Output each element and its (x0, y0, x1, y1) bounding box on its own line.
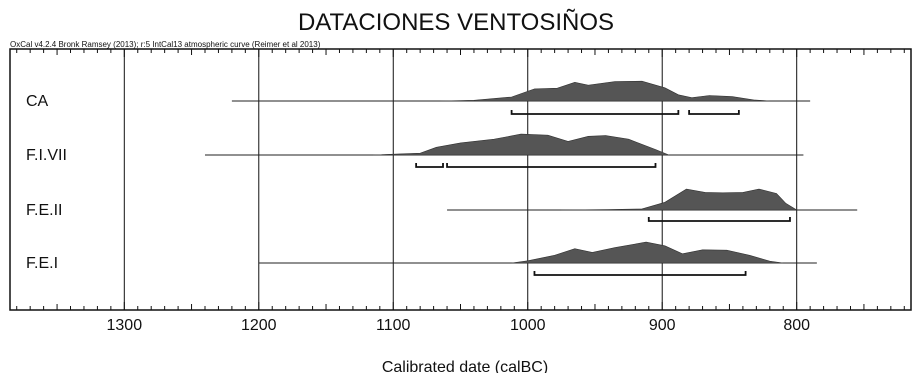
series-layer: CA F.I.VII F.E.II F.E.I (26, 80, 858, 276)
probability-distribution (440, 80, 770, 102)
confidence-interval (446, 163, 657, 168)
probability-distribution (511, 241, 784, 264)
x-axis: 1300 1200 1100 1000 900 800 (16, 49, 905, 334)
series-1: F.I.VII (26, 133, 804, 168)
confidence-interval (415, 163, 444, 168)
tick-label-1300: 1300 (107, 317, 143, 334)
x-axis-label: Calibrated date (calBC) (382, 359, 548, 373)
series-2: F.E.II (26, 188, 858, 222)
probability-distribution (561, 188, 798, 211)
series-0: CA (26, 80, 811, 115)
confidence-interval (510, 110, 680, 115)
probability-distribution (373, 133, 670, 156)
tick-label-800: 800 (783, 317, 810, 334)
tick-label-1100: 1100 (376, 317, 411, 334)
series-3: F.E.I (26, 241, 817, 276)
tick-label-1200: 1200 (241, 317, 277, 334)
plot-frame (9, 48, 912, 311)
tick-label-1000: 1000 (510, 317, 546, 334)
series-label: CA (26, 93, 49, 110)
confidence-interval (533, 271, 747, 276)
series-label: F.I.VII (26, 147, 67, 164)
chart-title: DATACIONES VENTOSIÑOS (298, 9, 614, 36)
tick-label-900: 900 (649, 317, 676, 334)
series-label: F.E.II (26, 202, 62, 219)
series-label: F.E.I (26, 255, 58, 272)
gridlines (123, 49, 798, 310)
confidence-interval (688, 110, 740, 115)
confidence-interval (647, 217, 791, 222)
calibration-note: OxCal v4.2.4 Bronk Ramsey (2013); r:5 In… (10, 40, 321, 49)
